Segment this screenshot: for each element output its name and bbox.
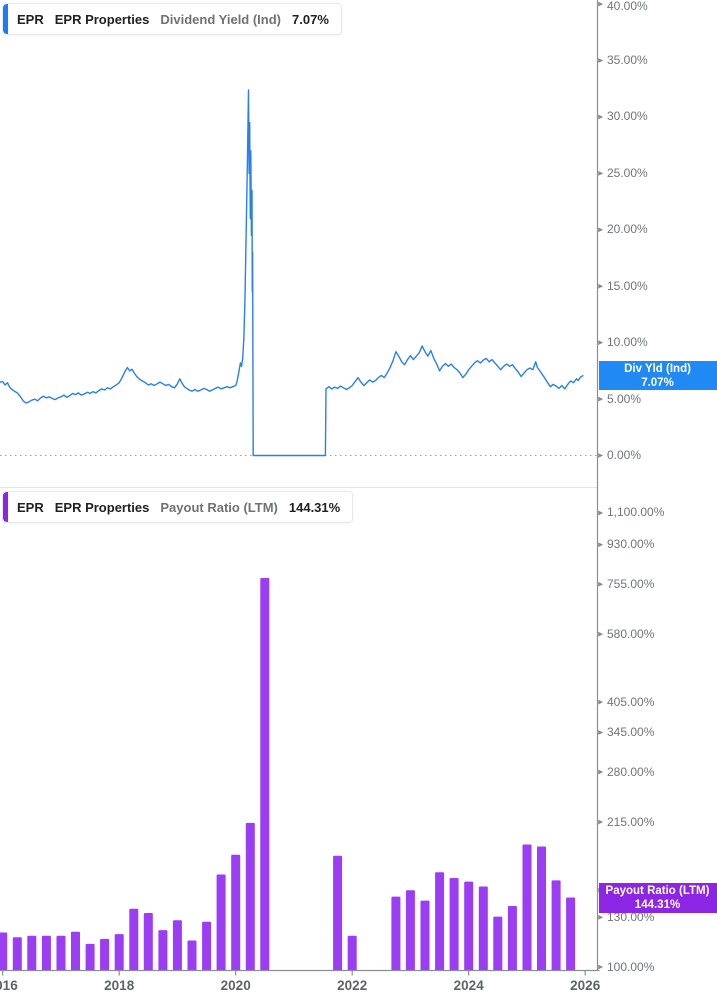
legend-company: EPR Properties [54,499,150,515]
y-axis-tick-label: 1,100.00% [607,505,665,520]
y-axis-tick-label: 580.00% [607,626,655,641]
y-axis-tick-arrow [598,769,604,775]
price-label-title: Payout Ratio (LTM) [605,884,710,897]
legend-metric: Payout Ratio (LTM) [160,499,278,515]
payout-ratio-bar[interactable] [0,932,8,972]
payout-ratio-bar[interactable] [435,872,445,971]
payout-ratio-bar[interactable] [507,906,517,971]
x-axis-year-label: 2024 [453,978,484,993]
y-axis-tick-label: 280.00% [607,764,655,779]
payout-ratio-bar[interactable] [27,935,37,971]
payout-ratio-bar[interactable] [449,878,459,971]
payout-ratio-bar[interactable] [202,921,212,971]
payout-ratio-bar[interactable] [391,896,401,971]
payout-ratio-bar[interactable] [260,578,270,971]
dividend-yield-legend[interactable]: EPR EPR Properties Dividend Yield (Ind) … [2,3,342,35]
y-axis-tick-label: 5.00% [607,391,642,406]
y-axis-tick-label: 755.00% [607,576,655,591]
payout-ratio-bar[interactable] [85,943,95,971]
y-axis-tick-arrow [598,283,604,289]
payout-ratio-bar[interactable] [420,900,430,971]
payout-ratio-bar[interactable] [566,897,576,972]
y-axis-tick-arrow [598,453,604,458]
legend-value: 7.07% [292,11,329,27]
y-axis-tick-label: 345.00% [607,725,655,739]
x-axis-year-label: 2022 [337,978,368,993]
payout-ratio-legend[interactable]: EPR EPR Properties Payout Ratio (LTM) 14… [2,491,354,523]
y-axis-tick-label: 405.00% [607,694,655,709]
y-axis-tick-label: 130.00% [607,909,655,924]
y-axis-tick-arrow [598,819,604,825]
y-axis-tick-arrow [598,396,604,402]
legend-ticker: EPR [17,499,44,515]
payout-ratio-bar[interactable] [100,938,110,971]
payout-ratio-bar[interactable] [551,880,561,971]
y-axis-tick-arrow [598,542,604,548]
y-axis-tick-label: 35.00% [607,53,648,68]
payout-ratio-bar[interactable] [41,935,51,971]
y-axis-tick-arrow [598,227,604,233]
legend-value: 144.31% [288,499,341,515]
y-axis-tick-label: 100.00% [607,959,655,974]
y-axis-tick-arrow [598,114,604,120]
payout-ratio-bar[interactable] [158,930,168,971]
payout-ratio-bar[interactable] [12,937,22,971]
price-label-title: Div Yld (Ind) [624,362,691,375]
payout-ratio-bar[interactable] [71,931,80,971]
payout-ratio-bar[interactable] [537,846,546,972]
payout-ratio-bar[interactable] [56,935,66,971]
y-axis-tick-arrow [598,581,604,587]
payout-ratio-last-value-label: Payout Ratio (LTM) 144.31% [598,882,717,913]
legend-metric: Dividend Yield (Ind) [160,11,282,27]
series-color-chip-purple [3,492,8,522]
y-axis-tick-label: 15.00% [607,278,648,293]
y-axis-tick-arrow [598,510,604,516]
payout-ratio-bar[interactable] [114,934,124,971]
payout-ratio-bar[interactable] [231,854,241,971]
price-label-value: 7.07% [641,376,674,389]
legend-ticker: EPR [17,11,44,27]
payout-ratio-bar[interactable] [464,881,474,971]
y-axis-tick-label: 10.00% [607,335,648,350]
y-axis-tick-arrow [598,699,604,705]
payout-ratio-bar[interactable] [172,920,182,971]
payout-ratio-bar[interactable] [522,844,532,972]
x-axis-year-label: 2016 [0,978,18,993]
y-axis-tick-label: 25.00% [607,165,648,180]
dividend-yield-line-series[interactable] [0,89,584,457]
payout-ratio-bar[interactable] [347,935,357,971]
dividend-yield-last-value-label: Div Yld (Ind) 7.07% [598,361,717,391]
series-color-chip-blue [3,4,8,34]
price-label-value: 144.31% [634,898,681,911]
y-axis-tick-arrow [598,914,604,920]
y-axis-tick-label: 40.00% [607,0,648,13]
y-axis-tick-arrow [598,631,604,637]
legend-company: EPR Properties [54,11,150,27]
payout-ratio-bar[interactable] [478,886,488,972]
y-axis-tick-label: 20.00% [607,222,648,237]
y-axis-tick-arrow [598,1,604,7]
x-axis-year-label: 2026 [570,978,601,993]
x-axis-year-label: 2018 [104,978,135,993]
y-axis-tick-arrow [598,964,604,970]
payout-ratio-bar[interactable] [216,874,226,972]
y-axis-tick-label: 0.00% [607,448,642,462]
payout-ratio-bar[interactable] [143,913,153,971]
y-axis-tick-arrow [598,730,604,735]
y-axis-tick-arrow [598,58,604,63]
payout-ratio-bar[interactable] [129,908,139,971]
payout-ratio-bar[interactable] [245,822,255,971]
x-axis-year-label: 2020 [220,978,251,993]
y-axis-tick-label: 215.00% [607,814,655,829]
payout-ratio-bar[interactable] [405,890,415,971]
y-axis-tick-label: 930.00% [607,537,655,552]
payout-ratio-bar[interactable] [187,940,197,972]
y-axis-tick-arrow [598,340,604,346]
payout-ratio-bar[interactable] [333,855,343,971]
y-axis-tick-label: 30.00% [607,109,648,124]
payout-ratio-bar[interactable] [493,916,503,971]
y-axis-tick-arrow [598,170,604,176]
